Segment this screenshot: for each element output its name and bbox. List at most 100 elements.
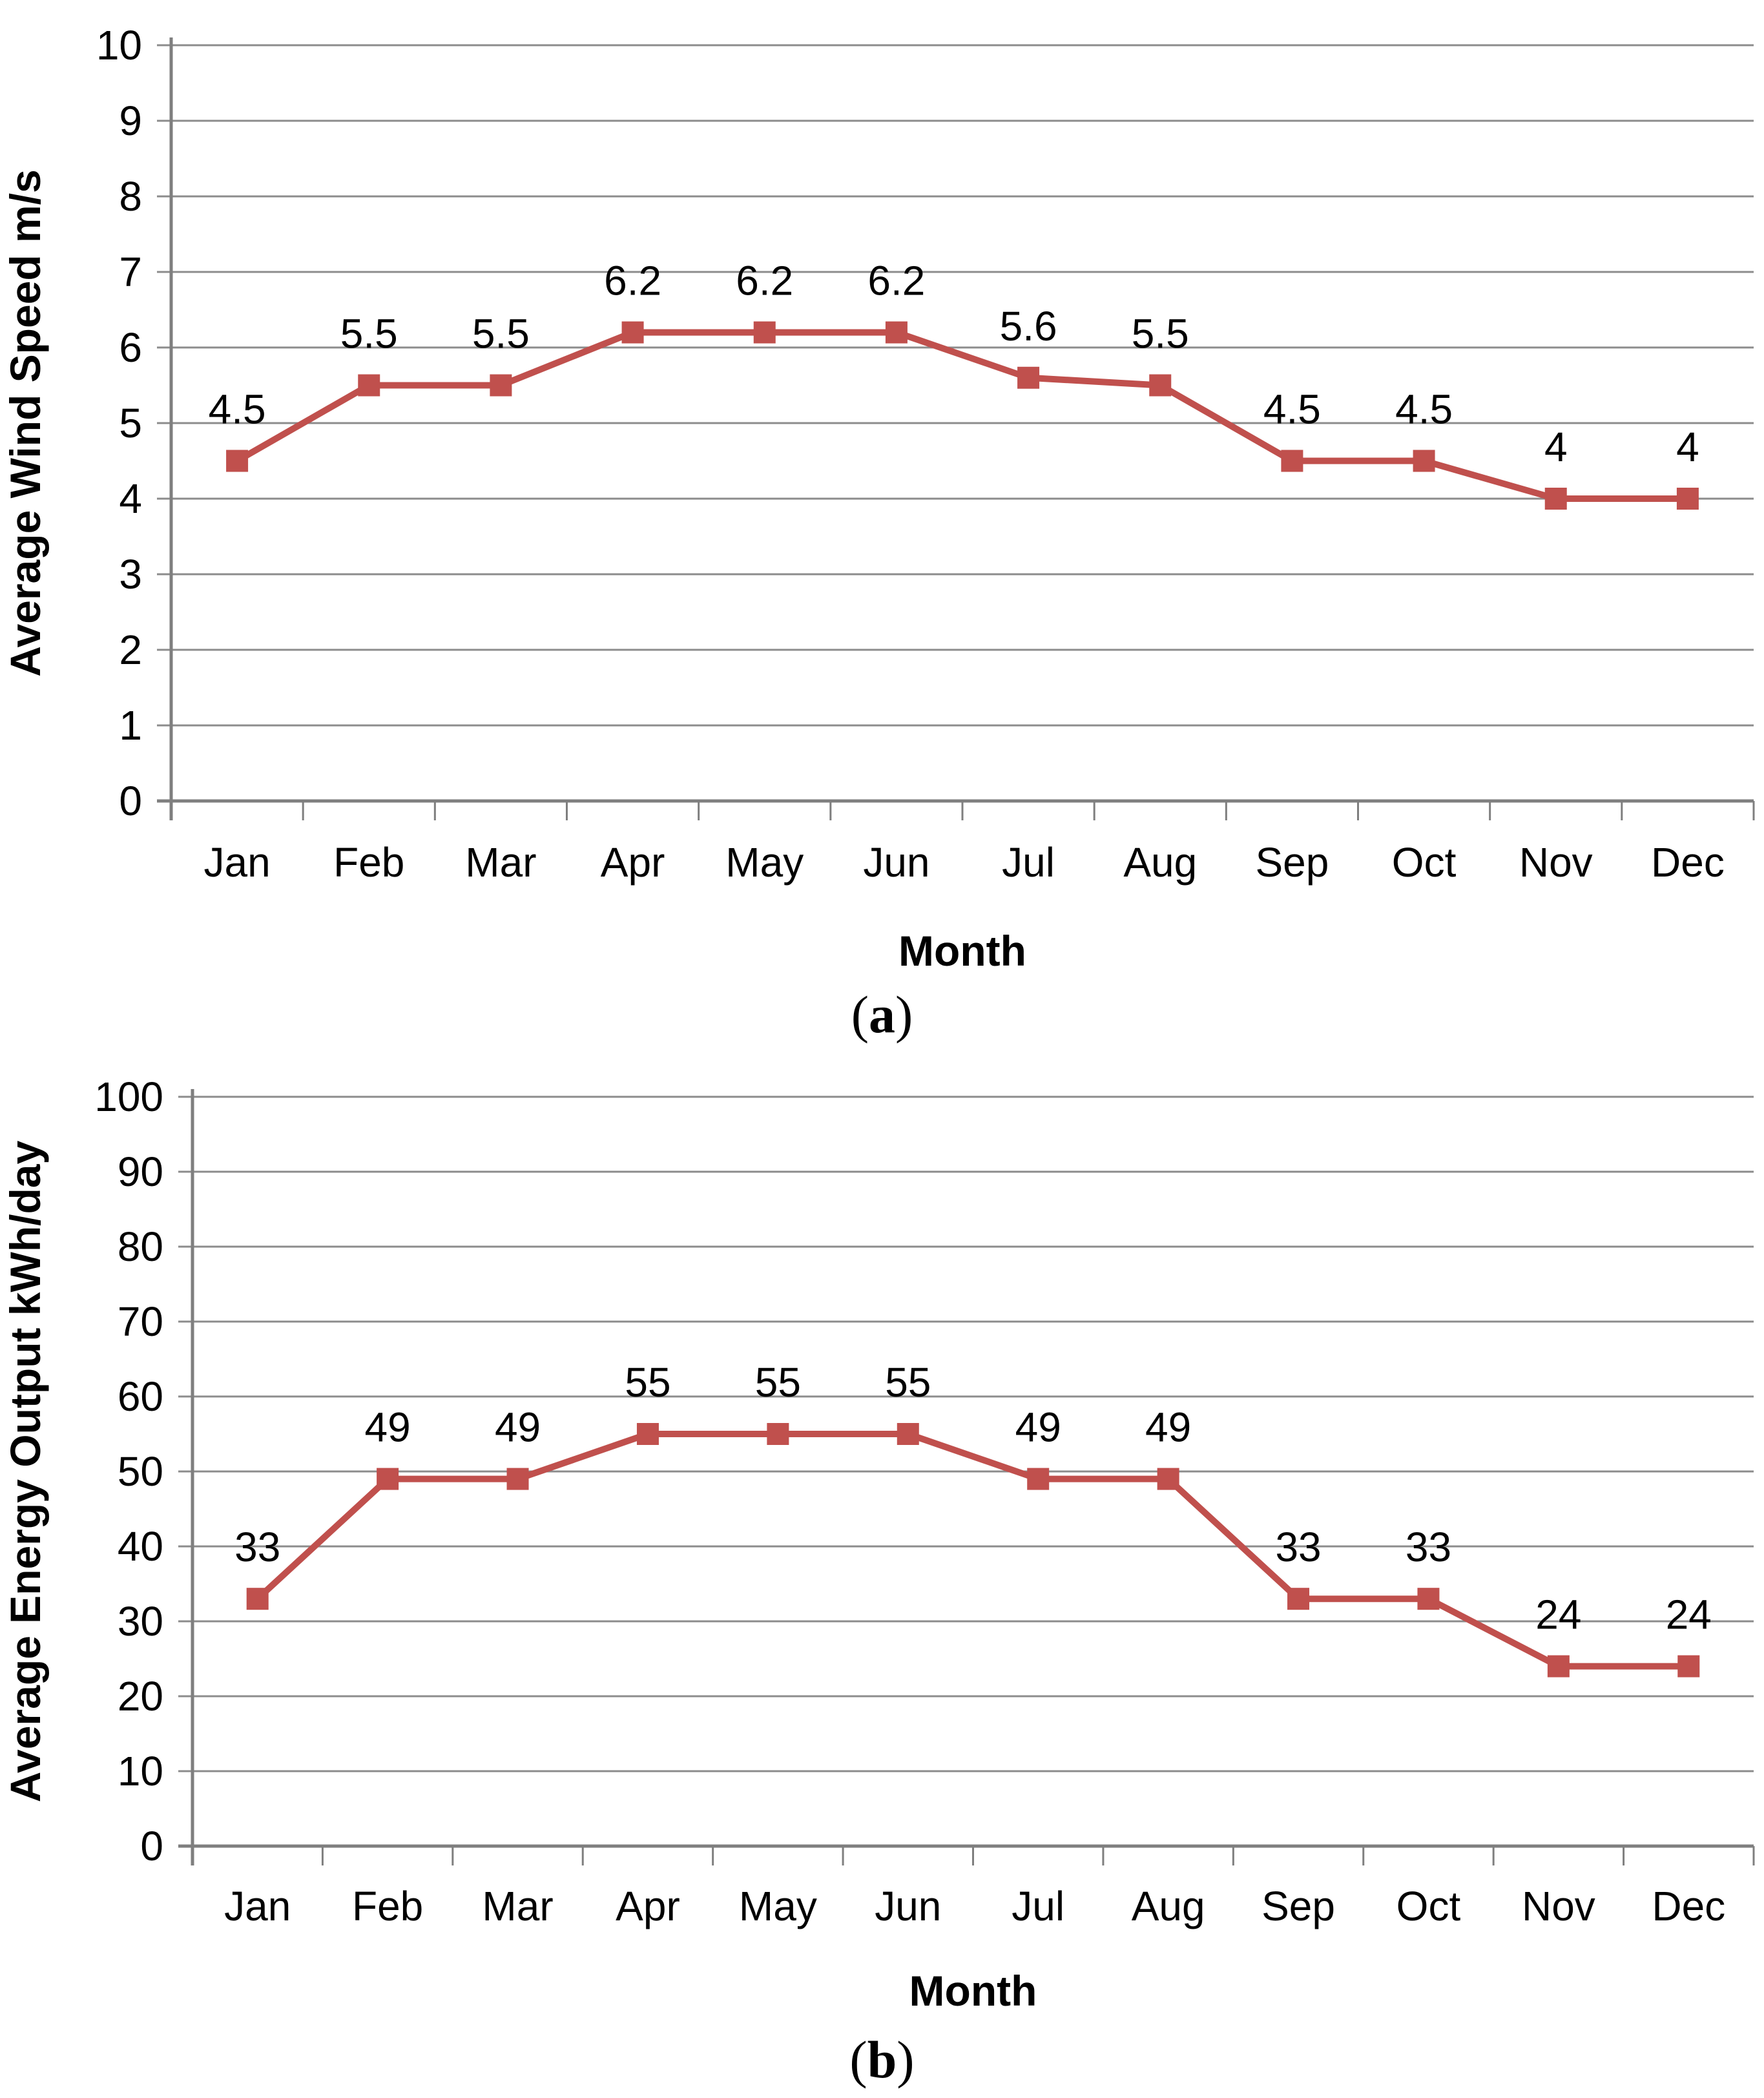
caption-close-paren: ) [897, 2030, 915, 2089]
data-point-marker-nov [1544, 488, 1567, 510]
data-label-may: 55 [755, 1359, 801, 1406]
x-tick-label-nov: Nov [1522, 1883, 1595, 1929]
x-tick-label-jan: Jan [224, 1883, 291, 1929]
data-label-may: 6.2 [736, 258, 793, 304]
y-tick-label-40: 40 [118, 1523, 163, 1570]
data-label-dec: 4 [1676, 424, 1699, 470]
data-point-marker-nov [1547, 1655, 1570, 1677]
data-label-mar: 49 [495, 1404, 541, 1451]
y-tick-label-6: 6 [119, 324, 142, 371]
x-tick-label-aug: Aug [1132, 1883, 1205, 1929]
y-tick-label-100: 100 [94, 1074, 163, 1120]
x-tick-label-jul: Jul [1002, 839, 1055, 886]
data-point-marker-jan [246, 1588, 269, 1610]
x-tick-label-may: May [739, 1883, 817, 1929]
y-axis-title: Average Wind Speed m/s [1, 169, 49, 677]
x-tick-label-dec: Dec [1652, 1883, 1725, 1929]
x-tick-label-aug: Aug [1123, 839, 1197, 886]
data-point-marker-aug [1149, 374, 1172, 397]
y-tick-label-4: 4 [119, 475, 142, 522]
series-line [235, 329, 1688, 502]
caption-close-paren: ) [895, 985, 913, 1044]
x-tick-label-mar: Mar [465, 839, 536, 886]
data-label-nov: 24 [1535, 1592, 1581, 1638]
x-tick-label-jun: Jun [863, 839, 929, 886]
y-axis-title: Average Energy Output kWh/day [1, 1140, 49, 1802]
data-label-mar: 5.5 [472, 311, 530, 357]
data-point-marker-feb [377, 1468, 399, 1490]
x-tick-label-apr: Apr [601, 839, 665, 886]
data-point-marker-jul [1017, 366, 1040, 389]
x-tick-label-oct: Oct [1392, 839, 1457, 886]
data-label-apr: 6.2 [604, 258, 661, 304]
data-label-nov: 4 [1544, 424, 1568, 470]
data-point-marker-feb [358, 374, 380, 397]
wind-speed-chart: 0 1 2 3 4 5 6 7 8 9 10 4.5 Jan 5.5 Feb 5.5 Mar 6.2 Apr 6.2 M… [0, 0, 1764, 1044]
caption-open-paren: ( [849, 2030, 867, 2089]
data-label-oct: 4.5 [1395, 386, 1453, 433]
data-label-feb: 5.5 [340, 311, 398, 357]
data-label-aug: 5.5 [1132, 311, 1189, 357]
data-point-marker-aug [1157, 1468, 1179, 1490]
data-point-marker-apr [636, 1423, 659, 1445]
data-point-marker-may [767, 1423, 789, 1445]
y-tick-label-10: 10 [118, 1748, 163, 1794]
x-tick-label-feb: Feb [352, 1883, 423, 1929]
data-point-marker-jul [1027, 1468, 1050, 1490]
data-point-marker-jun [885, 321, 908, 344]
y-tick-label-7: 7 [119, 249, 142, 295]
data-label-feb: 49 [365, 1404, 411, 1451]
x-tick-label-jan: Jan [203, 839, 270, 886]
caption-letter: b [867, 2030, 897, 2089]
data-point-marker-dec [1676, 488, 1699, 510]
y-tick-label-3: 3 [119, 551, 142, 597]
data-label-jul: 5.6 [1000, 303, 1057, 349]
y-tick-label-10: 10 [96, 22, 142, 68]
x-tick-label-dec: Dec [1651, 839, 1725, 886]
data-label-sep: 4.5 [1263, 386, 1321, 433]
y-tick-label-60: 60 [118, 1373, 163, 1420]
y-tick-label-0: 0 [140, 1823, 163, 1869]
x-tick-label-nov: Nov [1519, 839, 1593, 886]
y-tick-label-80: 80 [118, 1223, 163, 1270]
data-label-oct: 33 [1406, 1524, 1451, 1570]
caption-open-paren: ( [851, 985, 869, 1044]
data-label-aug: 49 [1145, 1404, 1191, 1451]
data-point-marker-jan [226, 450, 249, 472]
y-tick-label-1: 1 [119, 702, 142, 749]
y-tick-label-90: 90 [118, 1148, 163, 1195]
data-label-sep: 33 [1275, 1524, 1321, 1570]
data-label-dec: 24 [1666, 1592, 1712, 1638]
data-label-jul: 49 [1015, 1404, 1061, 1451]
y-tick-label-30: 30 [118, 1598, 163, 1645]
data-label-jan: 33 [234, 1524, 280, 1570]
energy-output-chart: 0 10 20 30 40 50 60 70 80 90 100 33 Jan 49 Feb 49 Mar 55 A… [0, 1071, 1764, 2089]
x-tick-label-sep: Sep [1255, 839, 1329, 886]
chart-a-svg: 0 1 2 3 4 5 6 7 8 9 10 4.5 Jan 5.5 Feb 5.5 Mar 6.2 Apr 6.2 M… [1, 22, 1755, 969]
data-label-apr: 55 [625, 1359, 670, 1406]
data-point-marker-sep [1281, 450, 1303, 472]
x-tick-label-oct: Oct [1396, 1883, 1461, 1929]
x-tick-label-may: May [725, 839, 804, 886]
data-point-marker-apr [621, 321, 644, 344]
data-point-marker-sep [1287, 1588, 1310, 1610]
series-line [255, 1431, 1689, 1670]
x-axis-title: Month [898, 927, 1026, 969]
data-point-marker-jun [897, 1423, 919, 1445]
x-tick-label-jun: Jun [875, 1883, 941, 1929]
caption-letter: a [869, 985, 895, 1044]
chart-a-caption: (a) [0, 985, 1764, 1044]
data-label-jun: 6.2 [867, 258, 925, 304]
x-tick-label-jul: Jul [1012, 1883, 1064, 1929]
data-point-marker-may [753, 321, 776, 344]
chart-b-caption: (b) [0, 2030, 1764, 2089]
data-label-jan: 4.5 [209, 386, 266, 433]
data-point-marker-oct [1413, 450, 1435, 472]
chart-b-svg: 0 10 20 30 40 50 60 70 80 90 100 33 Jan 49 Feb 49 Mar 55 A… [1, 1074, 1755, 2014]
y-tick-label-20: 20 [118, 1673, 163, 1719]
data-point-marker-oct [1417, 1588, 1440, 1610]
y-tick-label-8: 8 [119, 173, 142, 220]
x-tick-label-apr: Apr [616, 1883, 680, 1929]
y-tick-label-5: 5 [119, 400, 142, 446]
y-tick-label-50: 50 [118, 1448, 163, 1495]
